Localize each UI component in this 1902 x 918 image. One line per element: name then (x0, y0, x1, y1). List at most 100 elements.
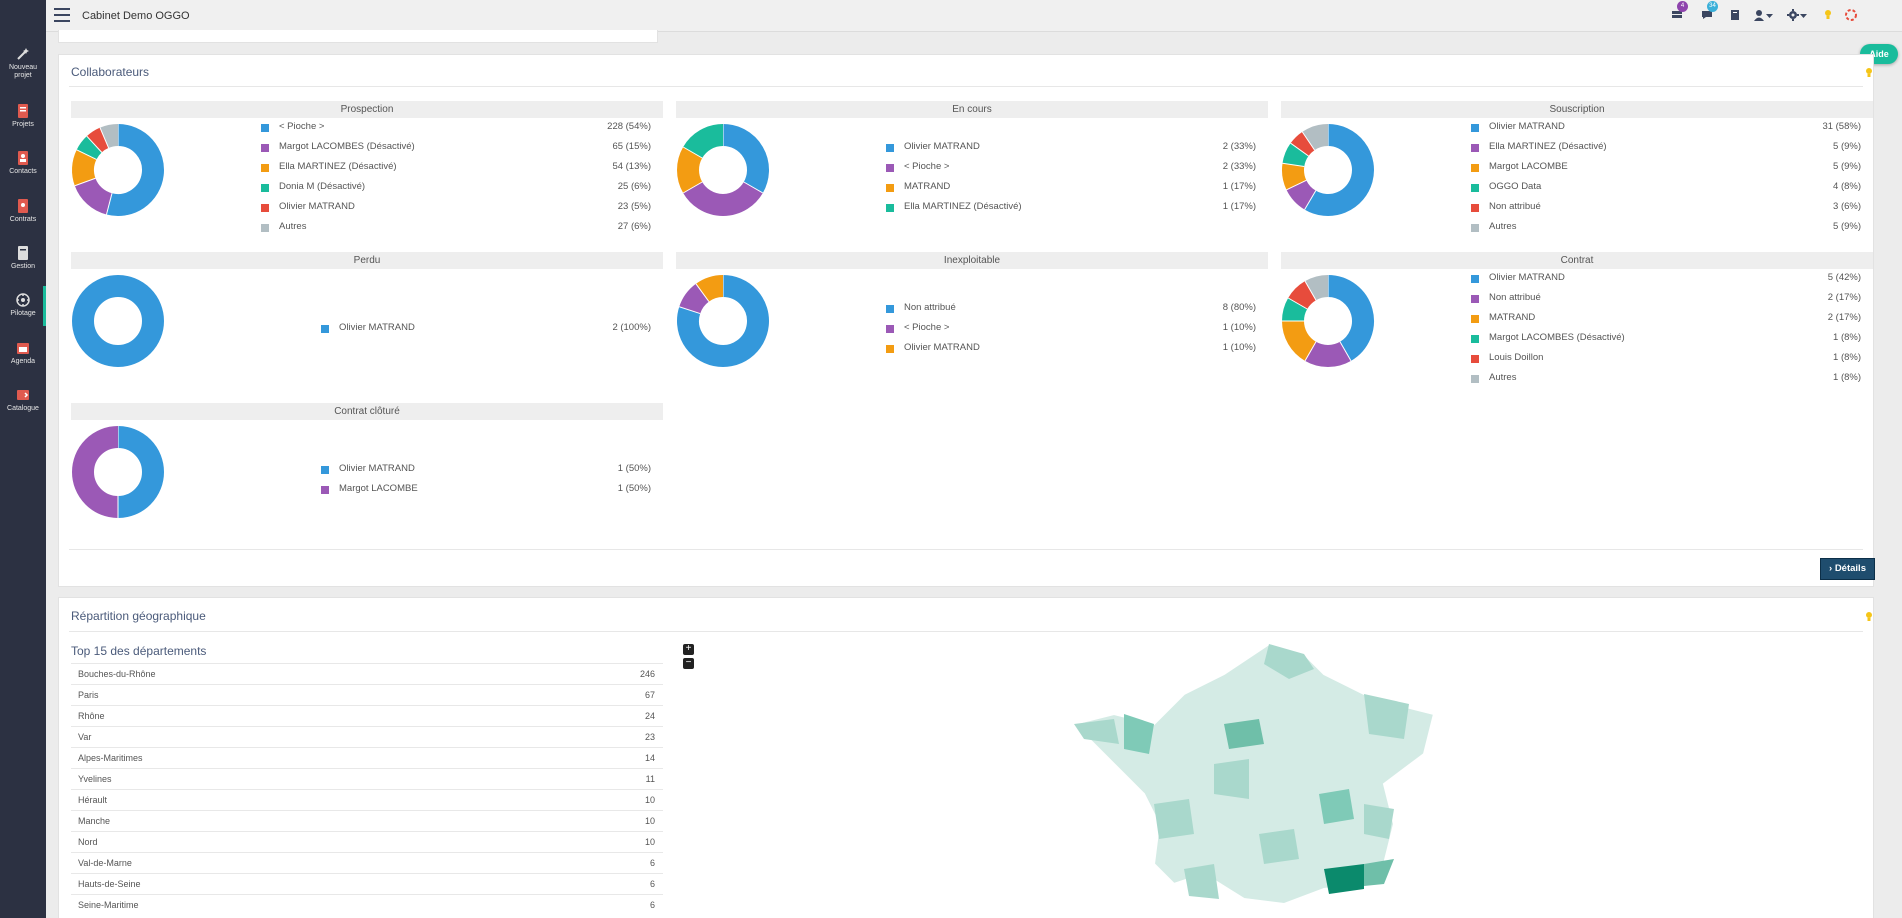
legend-item[interactable]: Margot LACOMBES (Désactivé) 65 (15%) (261, 140, 651, 154)
notifications-button[interactable]: 4 (1669, 1, 1688, 24)
donut-slice[interactable] (722, 124, 769, 193)
chart-block: En cours Olivier MATRAND 2 (33%) < Pioche >… (676, 101, 1268, 241)
map-region (1074, 719, 1119, 744)
user-menu-button[interactable] (1752, 6, 1776, 24)
donut-chart[interactable] (71, 123, 165, 217)
legend-item[interactable]: Donia M (Désactivé) 25 (6%) (261, 180, 651, 194)
legend-item[interactable]: Ella MARTINEZ (Désactivé) 1 (17%) (886, 200, 1256, 214)
legend-item[interactable]: Louis Doillon 1 (8%) (1471, 351, 1861, 365)
sidebar-item-contacts[interactable]: Contacts (0, 150, 46, 176)
legend-item[interactable]: Olivier MATRAND 31 (58%) (1471, 120, 1861, 134)
map-region (1214, 759, 1249, 799)
donut-slice[interactable] (1288, 281, 1317, 310)
collaborateurs-panel: Collaborateurs Prospection < Pioche > 228 … (58, 54, 1875, 587)
legend-value: 5 (42%) (1827, 271, 1861, 283)
donut-slice[interactable] (1290, 131, 1315, 157)
donut-slice[interactable] (683, 124, 724, 159)
lightbulb-icon[interactable] (1864, 67, 1874, 79)
legend-item[interactable]: Non attribué 8 (80%) (886, 301, 1256, 315)
legend-value: 2 (17%) (1827, 291, 1861, 303)
legend-item[interactable]: Autres 1 (8%) (1471, 371, 1861, 385)
donut-slice[interactable] (74, 177, 113, 215)
legend-item[interactable]: Margot LACOMBES (Désactivé) 1 (8%) (1471, 331, 1861, 345)
documents-button[interactable] (1727, 6, 1745, 24)
legend-item[interactable]: < Pioche > 1 (10%) (886, 321, 1256, 335)
legend-item[interactable]: Non attribué 3 (6%) (1471, 200, 1861, 214)
donut-slice[interactable] (76, 136, 103, 160)
donut-slice[interactable] (1305, 275, 1329, 301)
donut-slice[interactable] (1282, 320, 1317, 361)
donut-slice[interactable] (677, 275, 769, 367)
donut-slice[interactable] (1327, 275, 1374, 361)
dept-table-title: Top 15 des départements (71, 644, 207, 658)
legend-item[interactable]: Autres 27 (6%) (261, 220, 651, 234)
legend-item[interactable]: Olivier MATRAND 1 (10%) (886, 341, 1256, 355)
details-button[interactable]: › Détails (1820, 558, 1875, 580)
dept-row: Hauts-de-Seine 6 (71, 873, 663, 894)
menu-hamburger-icon[interactable] (54, 8, 70, 22)
legend-item[interactable]: Margot LACOMBE 5 (9%) (1471, 160, 1861, 174)
legend-item[interactable]: OGGO Data 4 (8%) (1471, 180, 1861, 194)
sidebar-label: Agenda (10, 358, 36, 365)
donut-slice[interactable] (1282, 143, 1309, 168)
donut-slice[interactable] (1304, 124, 1374, 216)
legend-label: < Pioche > (904, 321, 950, 333)
donut-slice[interactable] (1282, 163, 1307, 190)
legend-item[interactable]: Olivier MATRAND 2 (100%) (321, 321, 651, 335)
donut-slice[interactable] (86, 127, 110, 153)
donut-slice[interactable] (679, 283, 710, 315)
previous-panel-bottom (58, 30, 658, 43)
map-zoom-out-button[interactable]: − (683, 658, 694, 669)
legend-item[interactable]: MATRAND 1 (17%) (886, 180, 1256, 194)
sidebar-item-agenda[interactable]: Agenda (0, 340, 46, 366)
caret-down-icon (1766, 14, 1773, 18)
donut-slice[interactable] (1286, 179, 1317, 210)
donut-slice[interactable] (695, 275, 724, 302)
donut-slice[interactable] (117, 426, 164, 518)
settings-menu-button[interactable] (1786, 6, 1810, 24)
lightbulb-icon[interactable] (1864, 611, 1874, 623)
legend-item[interactable]: Olivier MATRAND 1 (50%) (321, 462, 651, 476)
legend-item[interactable]: Ella MARTINEZ (Désactivé) 54 (13%) (261, 160, 651, 174)
sidebar-item-nouveau-projet[interactable]: Nouveau projet (0, 46, 46, 80)
sidebar-item-contrats[interactable]: Contrats (0, 198, 46, 224)
legend-item[interactable]: MATRAND 2 (17%) (1471, 311, 1861, 325)
donut-slice[interactable] (683, 181, 763, 216)
donut-slice[interactable] (72, 426, 119, 518)
tips-button[interactable] (1820, 6, 1838, 24)
donut-slice[interactable] (72, 149, 97, 186)
donut-slice[interactable] (106, 124, 164, 216)
sidebar-label-2: projet (14, 72, 32, 79)
sidebar-item-pilotage[interactable]: Pilotage (0, 286, 46, 326)
donut-slice[interactable] (1302, 124, 1329, 151)
legend-item[interactable]: Olivier MATRAND 23 (5%) (261, 200, 651, 214)
donut-slice[interactable] (1282, 298, 1308, 322)
map-zoom-in-button[interactable]: + (683, 644, 694, 655)
messages-button[interactable]: 34 (1699, 1, 1718, 24)
donut-chart[interactable] (676, 274, 770, 368)
legend-value: 54 (13%) (612, 160, 651, 172)
donut-chart[interactable] (676, 123, 770, 217)
legend-item[interactable]: < Pioche > 228 (54%) (261, 120, 651, 134)
donut-chart[interactable] (1281, 123, 1375, 217)
legend-item[interactable]: < Pioche > 2 (33%) (886, 160, 1256, 174)
sidebar-item-gestion[interactable]: Gestion (0, 245, 46, 271)
sidebar-item-catalogue[interactable]: Catalogue (0, 387, 46, 413)
donut-chart[interactable] (1281, 274, 1375, 368)
legend-value: 1 (50%) (617, 462, 651, 474)
sidebar-item-projets[interactable]: Projets (0, 103, 46, 129)
legend-item[interactable]: Ella MARTINEZ (Désactivé) 5 (9%) (1471, 140, 1861, 154)
legend-item[interactable]: Non attribué 2 (17%) (1471, 291, 1861, 305)
donut-slice[interactable] (677, 147, 703, 193)
legend-item[interactable]: Autres 5 (9%) (1471, 220, 1861, 234)
legend-item[interactable]: Margot LACOMBE 1 (50%) (321, 482, 651, 496)
donut-chart[interactable] (71, 274, 165, 368)
donut-slice[interactable] (1305, 341, 1351, 367)
france-map[interactable] (1064, 634, 1514, 918)
donut-chart[interactable] (71, 425, 165, 519)
donut-slice[interactable] (72, 275, 164, 367)
legend-item[interactable]: Olivier MATRAND 5 (42%) (1471, 271, 1861, 285)
donut-slice[interactable] (100, 124, 119, 149)
legend-item[interactable]: Olivier MATRAND 2 (33%) (886, 140, 1256, 154)
support-button[interactable] (1843, 6, 1861, 24)
